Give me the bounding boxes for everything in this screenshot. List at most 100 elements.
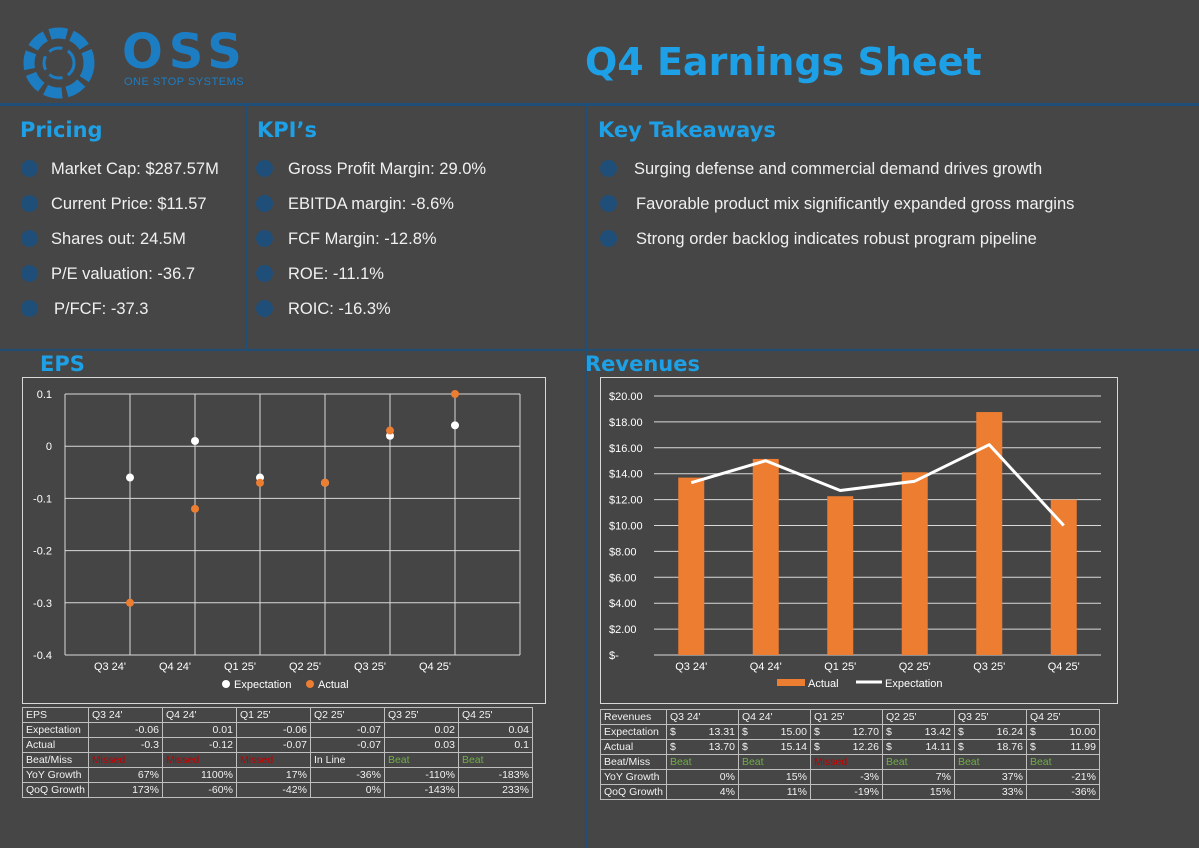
- table-cell: $14.11: [881, 739, 955, 755]
- legend-marker-expectation: [222, 680, 230, 688]
- eps-point-expectation: [126, 473, 134, 482]
- table-row-label: QoQ Growth: [600, 784, 667, 800]
- eps-chart-frame: 0.1 0 -0.1 -0.2 -0.3 -0.4 Q3 24' Q4 24' Q1 25' Q2…: [22, 377, 546, 704]
- revenue-y-tick-label: $14.00: [609, 469, 643, 481]
- table-row-label: Actual: [600, 739, 667, 755]
- table-cell: 0.02: [383, 722, 459, 738]
- bullet-icon: [600, 230, 617, 247]
- revenue-y-tick-label: $10.00: [609, 521, 643, 533]
- table-row: QoQ Growth 4% 11% -19% 15% 33% -36%: [600, 784, 1100, 800]
- table-header-row: EPS Q3 24' Q4 24' Q1 25' Q2 25' Q3 25' Q4 25': [22, 707, 533, 723]
- eps-x-tick-label: Q3 25': [354, 661, 386, 673]
- revenue-x-tick-label: Q3 24': [675, 661, 707, 673]
- table-cell: 37%: [953, 769, 1027, 785]
- list-item: P/E valuation: -36.7: [21, 264, 219, 299]
- table-cell: 0.1: [457, 737, 533, 753]
- table-cell: 0.03: [383, 737, 459, 753]
- bullet-icon: [600, 160, 617, 177]
- revenue-y-tick-label: $4.00: [609, 598, 637, 610]
- revenue-bar: [1050, 499, 1077, 655]
- table-cell: -60%: [161, 782, 237, 798]
- list-item: Shares out: 24.5M: [21, 229, 219, 264]
- revenue-y-tick-label: $2.00: [609, 624, 637, 636]
- eps-y-tick-label: 0.1: [37, 389, 52, 401]
- table-header-cell: Q3 25': [953, 709, 1027, 725]
- table-cell: -0.07: [235, 737, 311, 753]
- revenue-bar: [678, 477, 705, 655]
- table-header-cell: Q1 25': [809, 709, 883, 725]
- revenue-x-tick-label: Q2 25': [899, 661, 931, 673]
- center-divider: [585, 106, 587, 848]
- table-header-cell: Q2 25': [881, 709, 955, 725]
- eps-point-actual: [386, 426, 394, 435]
- table-cell: Beat: [953, 754, 1027, 770]
- revenue-bar: [752, 458, 779, 655]
- revenue-x-tick-label: Q4 24': [750, 661, 782, 673]
- list-item: ROIC: -16.3%: [256, 299, 486, 334]
- revenue-chart: $20.00 $18.00 $16.00 $14.00 $12.00 $10.00 $8.0…: [609, 391, 1101, 690]
- bullet-icon: [256, 300, 273, 317]
- table-row-label: YoY Growth: [600, 769, 667, 785]
- header-divider: [0, 103, 1199, 106]
- table-cell: $15.00: [737, 724, 811, 740]
- list-item: Favorable product mix significantly expa…: [600, 194, 1074, 229]
- table-cell: $12.70: [809, 724, 883, 740]
- eps-y-tick-label: -0.4: [33, 650, 52, 662]
- pricing-kpi-divider: [245, 106, 247, 349]
- table-row: Expectation $13.31 $15.00 $12.70 $13.42 $16.2…: [600, 724, 1100, 740]
- table-cell: 15%: [737, 769, 811, 785]
- revenue-x-tick-label: Q3 25': [973, 661, 1005, 673]
- eps-x-tick-label: Q4 25': [419, 661, 451, 673]
- table-header-cell: Q1 25': [235, 707, 311, 723]
- table-row: YoY Growth 0% 15% -3% 7% 37% -21%: [600, 769, 1100, 785]
- table-cell: Missed: [161, 752, 237, 768]
- table-cell: 4%: [665, 784, 739, 800]
- table-cell: 173%: [87, 782, 163, 798]
- eps-point-expectation: [451, 421, 459, 430]
- legend-marker-actual: [777, 679, 805, 686]
- table-header-cell: Revenues: [600, 709, 667, 725]
- logo-wordmark: OSS: [122, 24, 248, 80]
- revenue-table: Revenues Q3 24' Q4 24' Q1 25' Q2 25' Q3 25' Q4…: [600, 709, 1100, 800]
- revenue-y-tick-label: $-: [609, 650, 619, 662]
- table-cell: 0.01: [161, 722, 237, 738]
- list-item: Current Price: $11.57: [21, 194, 219, 229]
- table-cell: -21%: [1025, 769, 1100, 785]
- table-row: Beat/Miss Missed Missed Missed In Line Beat Be…: [22, 752, 533, 768]
- table-cell: Beat: [383, 752, 459, 768]
- pricing-title: Pricing: [20, 118, 103, 142]
- bullet-icon: [256, 265, 273, 282]
- pricing-list: Market Cap: $287.57M Current Price: $11.…: [21, 159, 219, 334]
- table-cell: -0.07: [309, 722, 385, 738]
- revenue-x-tick-label: Q4 25': [1048, 661, 1080, 673]
- table-header-cell: Q4 24': [737, 709, 811, 725]
- revenue-y-tick-label: $18.00: [609, 417, 643, 429]
- table-row-label: Beat/Miss: [600, 754, 667, 770]
- table-cell: $12.26: [809, 739, 883, 755]
- eps-point-actual: [321, 478, 329, 487]
- table-cell: Missed: [235, 752, 311, 768]
- table-cell: 0%: [309, 782, 385, 798]
- table-row: Actual -0.3 -0.12 -0.07 -0.07 0.03 0.1: [22, 737, 533, 753]
- table-cell: $18.76: [953, 739, 1027, 755]
- revenue-gridlines: [654, 395, 1101, 656]
- table-cell: -0.12: [161, 737, 237, 753]
- eps-x-tick-label: Q4 24': [159, 661, 191, 673]
- table-cell: 67%: [87, 767, 163, 783]
- revenue-chart-title: Revenues: [585, 352, 700, 376]
- oss-logo-icon: [23, 27, 95, 99]
- legend-label-actual: Actual: [318, 679, 349, 691]
- table-cell: -0.3: [87, 737, 163, 753]
- bullet-icon: [21, 300, 38, 317]
- table-cell: -110%: [383, 767, 459, 783]
- bullet-icon: [21, 230, 38, 247]
- table-cell: Beat: [665, 754, 739, 770]
- table-cell: -143%: [383, 782, 459, 798]
- eps-point-actual: [126, 598, 134, 607]
- list-item: FCF Margin: -12.8%: [256, 229, 486, 264]
- list-item: P/FCF: -37.3: [21, 299, 219, 334]
- table-header-cell: Q2 25': [309, 707, 385, 723]
- table-cell: $16.24: [953, 724, 1027, 740]
- table-header-cell: EPS: [22, 707, 89, 723]
- bullet-icon: [256, 195, 273, 212]
